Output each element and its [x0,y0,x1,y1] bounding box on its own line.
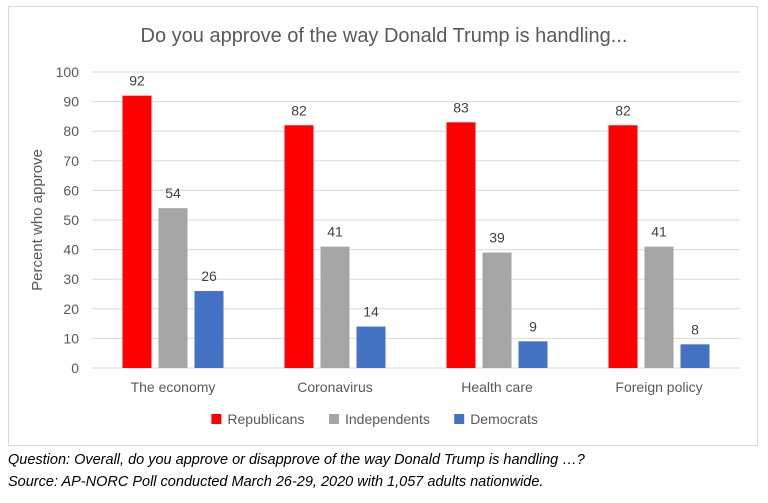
bar-republicans [284,125,314,368]
data-label: 41 [327,224,343,240]
bar-republicans [122,95,152,369]
legend-swatch [454,414,465,424]
y-tick-label: 0 [71,360,79,376]
y-tick-label: 100 [56,64,80,80]
y-tick-label: 90 [63,94,79,110]
data-label: 9 [529,318,537,334]
data-label: 54 [165,185,181,201]
legend-label: Republicans [227,411,304,427]
y-tick-label: 60 [63,182,79,198]
y-tick-label: 10 [63,330,79,346]
legend-swatch [211,414,222,424]
x-tick-label: Foreign policy [615,379,702,395]
data-label: 82 [615,102,631,118]
y-tick-label: 20 [63,301,79,317]
data-label: 14 [363,304,379,320]
data-label: 8 [691,321,699,337]
y-tick-label: 40 [63,242,79,258]
bar-independents [320,246,350,368]
question-note: Question: Overall, do you approve or dis… [8,452,585,468]
data-label: 82 [291,102,307,118]
y-tick-label: 50 [63,212,79,228]
legend-swatch [329,414,339,424]
bar-republicans [446,122,476,368]
bar-democrats [680,344,710,368]
data-label: 39 [489,230,505,246]
y-tick-label: 80 [63,123,79,139]
y-tick-label: 70 [63,153,79,169]
bar-independents [482,252,512,368]
y-axis-label: Percent who approve [29,149,46,291]
bar-democrats [518,341,548,368]
chart-title: Do you approve of the way Donald Trump i… [141,25,628,47]
legend-label: Independents [345,411,430,427]
data-label: 26 [201,268,217,284]
legend-label: Democrats [470,411,538,427]
y-tick-label: 30 [63,271,79,287]
source-note: Source: AP-NORC Poll conducted March 26-… [8,474,544,490]
bar-republicans [608,125,638,368]
data-label: 41 [651,224,667,240]
data-label: 92 [129,73,145,89]
x-tick-label: The economy [131,379,216,395]
bar-democrats [194,291,224,368]
bar-independents [644,246,674,368]
data-label: 83 [453,99,469,115]
bar-democrats [356,326,386,368]
x-tick-label: Health care [461,379,533,395]
x-tick-label: Coronavirus [297,379,372,395]
bar-independents [158,208,188,368]
bar-chart: Do you approve of the way Donald Trump i… [29,25,740,427]
